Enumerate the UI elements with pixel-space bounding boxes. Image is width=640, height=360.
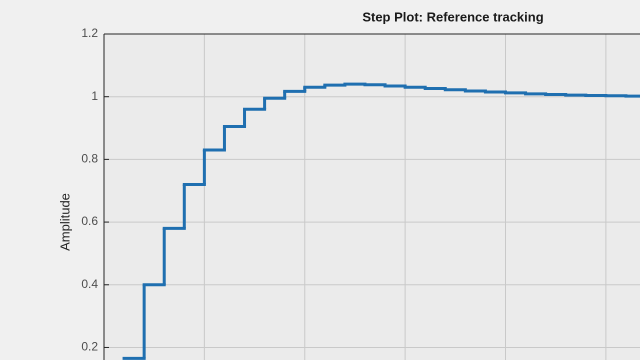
chart-title: Step Plot: Reference tracking — [362, 9, 543, 24]
y-tick-label: 0.8 — [81, 152, 98, 166]
y-tick-label: 0.6 — [81, 214, 98, 228]
plot-area — [104, 34, 640, 360]
y-tick-label: 1.2 — [81, 26, 98, 40]
y-tick-label: 0.2 — [81, 340, 98, 354]
y-tick-label: 0.4 — [81, 277, 98, 291]
y-axis-label: Amplitude — [57, 193, 72, 251]
series — [122, 82, 640, 360]
y-tick-label: 1 — [91, 89, 98, 103]
